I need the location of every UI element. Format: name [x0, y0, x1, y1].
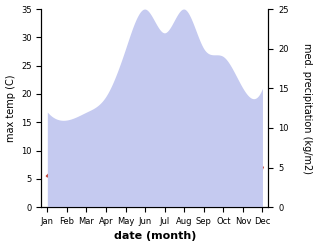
X-axis label: date (month): date (month)	[114, 231, 196, 242]
Y-axis label: med. precipitation (kg/m2): med. precipitation (kg/m2)	[302, 43, 313, 174]
Y-axis label: max temp (C): max temp (C)	[5, 74, 16, 142]
